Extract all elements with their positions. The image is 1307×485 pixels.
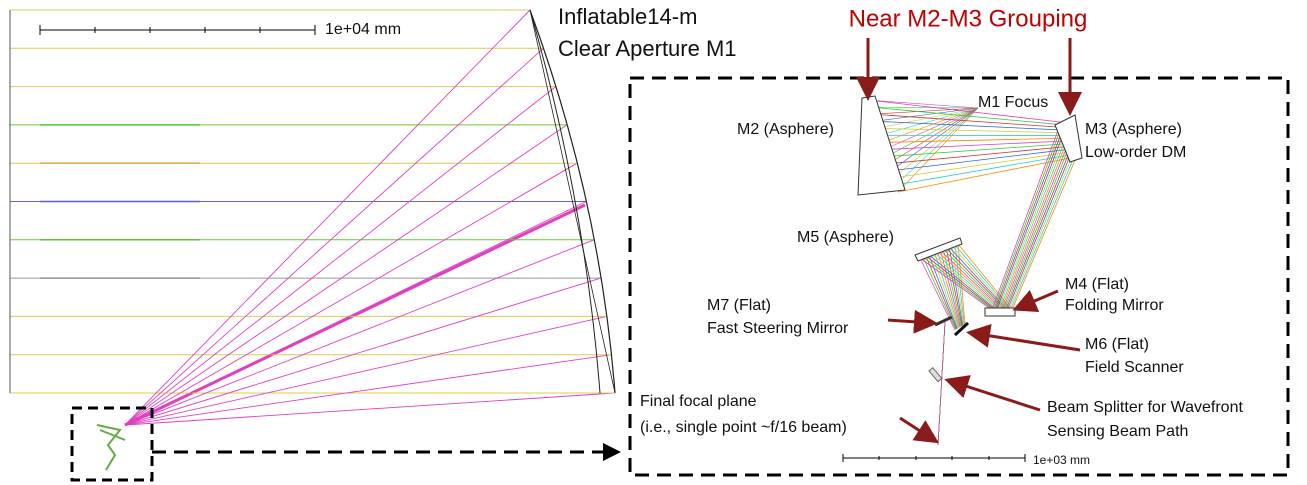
- label: Inflatable14-m: [558, 4, 697, 29]
- scale-label: 1e+04 mm: [325, 21, 401, 38]
- label: Clear Aperture M1: [558, 36, 737, 61]
- ray: [1004, 147, 1069, 310]
- label: Beam Splitter for Wavefront: [1047, 399, 1243, 416]
- label: Field Scanner: [1085, 359, 1184, 376]
- m4-mirror: [985, 308, 1015, 316]
- label: M4 (Flat): [1065, 276, 1129, 293]
- page: 1e+04 mm 1e+03 mm Inflatable14-m Clear A…: [0, 0, 1307, 485]
- label: Folding Mirror: [1065, 297, 1164, 314]
- arrow: [888, 320, 932, 323]
- ray: [125, 48, 543, 425]
- ray: [1000, 138, 1066, 310]
- label: M2 (Asphere): [737, 121, 834, 138]
- title: Near M2-M3 Grouping: [849, 5, 1088, 32]
- arrow: [900, 418, 934, 440]
- label: M1 Focus: [978, 94, 1048, 111]
- label: M5 (Asphere): [797, 229, 894, 246]
- scale-label: 1e+03 mm: [1033, 453, 1090, 467]
- ray: [125, 316, 607, 425]
- ray: [886, 108, 978, 157]
- label: Sensing Beam Path: [1047, 423, 1188, 440]
- arrow: [972, 333, 1080, 350]
- beam-splitter: [929, 368, 942, 382]
- arrow: [1018, 291, 1058, 308]
- ray: [935, 253, 1000, 310]
- label: (i.e., single point ~f/16 beam): [640, 419, 847, 436]
- ray: [1001, 141, 1067, 310]
- ray: [125, 163, 577, 425]
- ray: [1007, 152, 1071, 310]
- m7-mirror: [935, 317, 952, 325]
- ray: [125, 393, 615, 425]
- ray: [125, 125, 567, 425]
- ray: [997, 133, 1064, 310]
- telescope-layout: 1e+04 mm: [10, 10, 615, 480]
- ray: [940, 250, 1002, 310]
- ray: [994, 128, 1062, 310]
- ray: [938, 322, 945, 445]
- ray: [889, 146, 1071, 163]
- label: M3 (Asphere): [1085, 121, 1182, 138]
- m2-mirror: [858, 96, 905, 195]
- ray: [868, 100, 978, 108]
- label: M6 (Flat): [1085, 336, 1149, 353]
- relay-optics: [97, 425, 125, 470]
- label: Fast Steering Mirror: [707, 320, 849, 337]
- ray: [1003, 144, 1068, 310]
- ray: [125, 87, 556, 425]
- ray: [125, 240, 594, 425]
- figure: 1e+04 mm 1e+03 mm Inflatable14-m Clear A…: [0, 0, 1307, 485]
- label: M7 (Flat): [707, 297, 771, 314]
- label: Low-order DM: [1085, 144, 1186, 161]
- ray: [870, 107, 978, 108]
- ray: [1006, 149, 1071, 310]
- arrow: [950, 381, 1040, 410]
- label: Final focal plane: [640, 393, 757, 410]
